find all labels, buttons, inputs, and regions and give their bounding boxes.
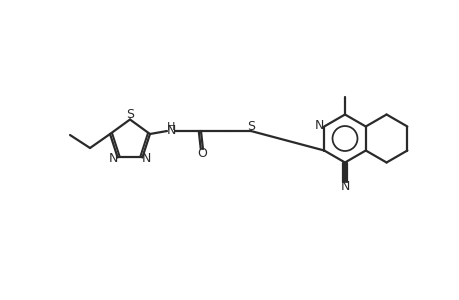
Text: N: N	[142, 152, 151, 165]
Text: O: O	[197, 147, 207, 160]
Text: S: S	[126, 108, 134, 121]
Text: H: H	[167, 122, 175, 131]
Text: N: N	[340, 180, 349, 193]
Text: N: N	[314, 119, 324, 132]
Text: S: S	[247, 120, 255, 133]
Text: N: N	[108, 152, 118, 165]
Text: N: N	[167, 124, 176, 137]
